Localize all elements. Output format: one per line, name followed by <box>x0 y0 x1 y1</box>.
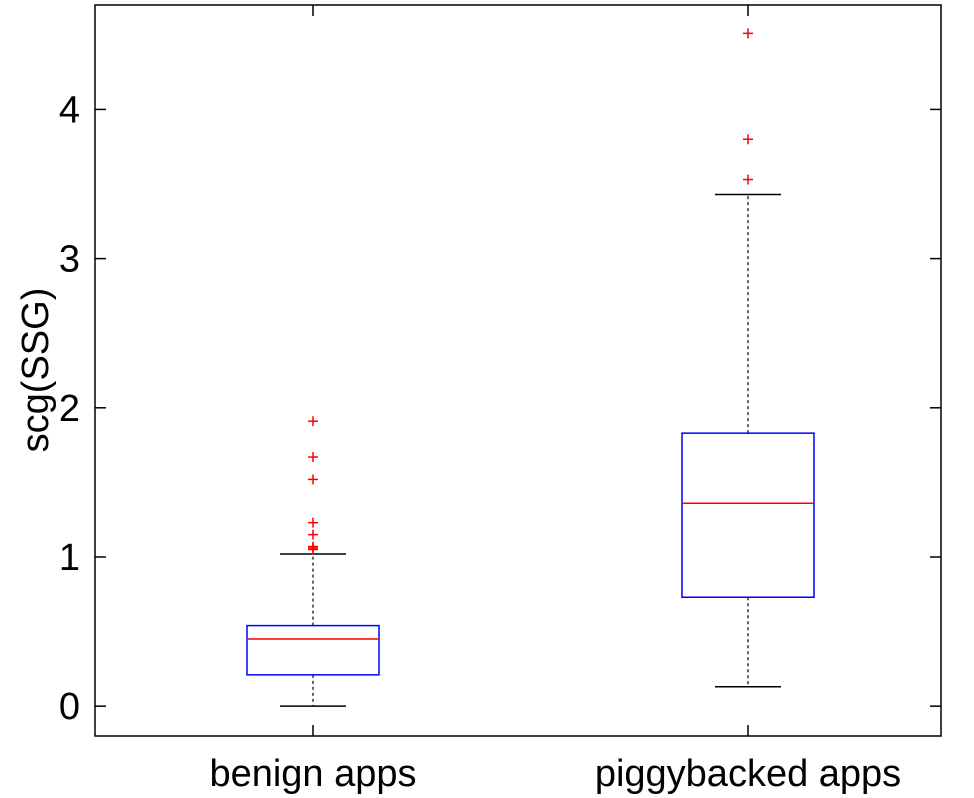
y-tick-label: 2 <box>59 388 80 430</box>
x-tick-label: benign apps <box>209 753 416 795</box>
outlier-point <box>743 28 753 39</box>
x-tick-label: piggybacked apps <box>595 753 901 795</box>
box-piggybacked-apps <box>681 28 815 688</box>
outlier-point <box>308 541 318 552</box>
plot-area <box>94 4 942 737</box>
outlier-point <box>308 416 318 427</box>
iqr-box <box>246 624 380 676</box>
iqr-box <box>681 432 815 599</box>
outlier-point <box>743 134 753 145</box>
box-benign-apps <box>246 416 380 707</box>
y-axis: 0 1 2 3 4 <box>59 89 941 728</box>
y-tick-label: 4 <box>59 89 80 131</box>
outlier-point <box>308 517 318 528</box>
x-axis: benign apps piggybacked apps <box>209 5 901 795</box>
y-axis-label: scg(SSG) <box>15 288 57 453</box>
outlier-point <box>308 452 318 463</box>
box-series <box>246 28 815 707</box>
outlier-point <box>308 474 318 485</box>
outlier-point <box>308 529 318 540</box>
y-tick-label: 0 <box>59 686 80 728</box>
y-tick-label: 1 <box>59 537 80 579</box>
y-tick-label: 3 <box>59 239 80 281</box>
outlier-point <box>743 174 753 185</box>
